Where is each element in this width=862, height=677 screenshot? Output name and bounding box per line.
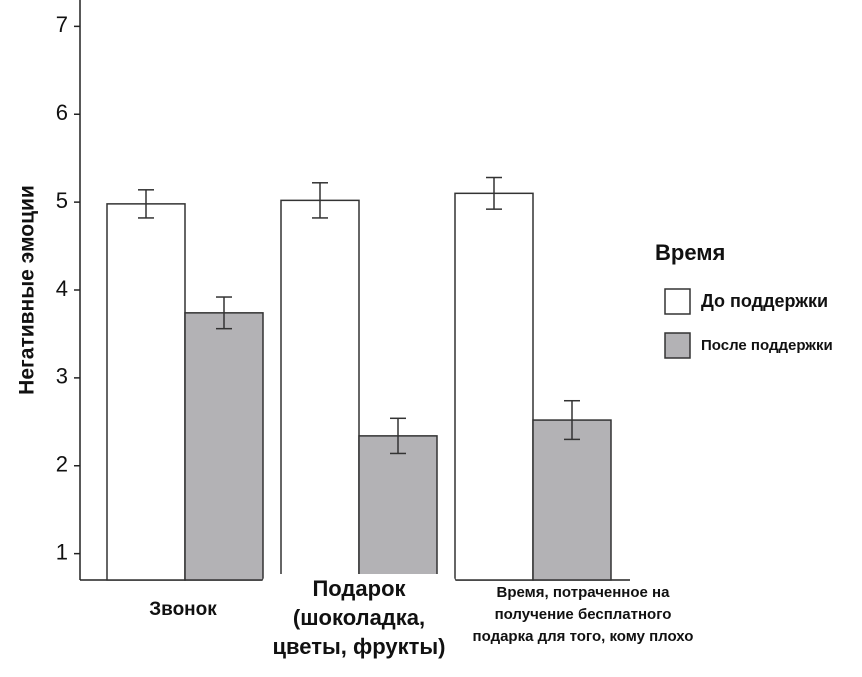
bar — [106, 203, 186, 581]
x-tick-label: Время, потраченное на получение бесплатн… — [472, 584, 694, 645]
x-tick-label: Подарок (шоколадка, цветы, фрукты) — [262, 574, 456, 661]
bar — [532, 419, 612, 581]
legend-swatch — [664, 332, 691, 359]
y-tick-label: 6 — [56, 100, 68, 125]
y-tick-label: 3 — [56, 364, 68, 389]
y-tick-label: 7 — [56, 12, 68, 37]
x-tick-label: Звонок — [149, 599, 217, 620]
y-tick-label: 4 — [56, 276, 68, 301]
bar — [280, 199, 360, 581]
y-tick-label: 2 — [56, 452, 68, 477]
bar — [358, 435, 438, 581]
legend-swatch — [664, 288, 691, 315]
y-axis-label: Негативные эмоции — [16, 185, 39, 395]
legend-label: После поддержки — [701, 337, 833, 354]
y-tick-label: 5 — [56, 188, 68, 213]
bar — [184, 312, 264, 581]
bar — [454, 192, 534, 581]
legend-title: Время — [655, 240, 725, 265]
legend-label: До поддержки — [701, 291, 828, 311]
y-tick-label: 1 — [56, 539, 68, 564]
